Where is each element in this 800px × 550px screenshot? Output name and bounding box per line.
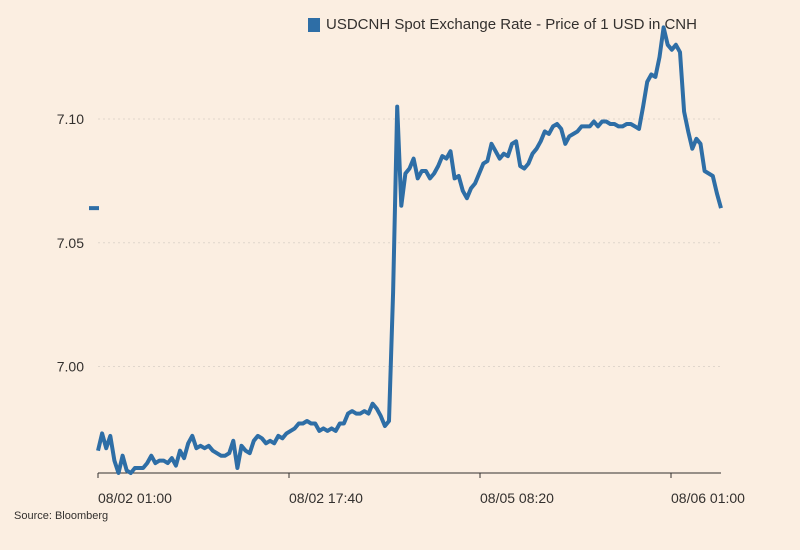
gridlines — [98, 118, 721, 368]
y-axis-ticks: 7.00 7.05 7.10 — [57, 111, 84, 375]
series-line-usdcnh — [96, 25, 723, 475]
x-tick-label: 08/06 01:00 — [671, 490, 745, 506]
y-tick-label: 7.05 — [57, 235, 84, 251]
y-tick-label: 7.00 — [57, 359, 84, 375]
current-value-marker — [89, 206, 99, 211]
x-tick-label: 08/02 01:00 — [98, 490, 172, 506]
legend-label: USDCNH Spot Exchange Rate - Price of 1 U… — [326, 16, 697, 33]
x-tick-label: 08/02 17:40 — [289, 490, 363, 506]
y-tick-label: 7.10 — [57, 111, 84, 127]
legend-swatch — [308, 17, 320, 32]
x-tick-label: 08/05 08:20 — [480, 490, 554, 506]
x-axis-ticks: 08/02 01:00 08/02 17:40 08/05 08:20 08/06 0… — [97, 473, 745, 506]
legend: USDCNH Spot Exchange Rate - Price of 1 U… — [308, 16, 697, 33]
source-note: Source: Bloomberg — [14, 510, 109, 522]
